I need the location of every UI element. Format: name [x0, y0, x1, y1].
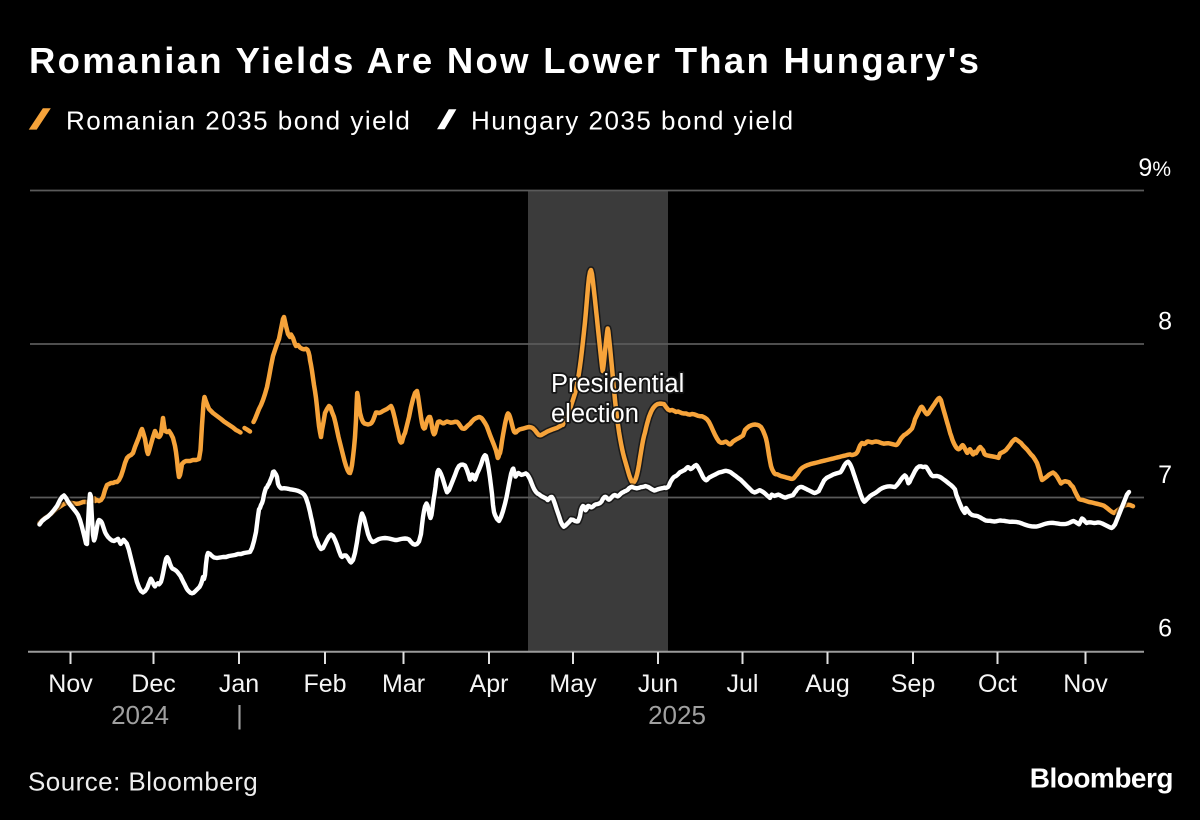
svg-text:8: 8: [1158, 308, 1172, 336]
svg-text:Feb: Feb: [303, 670, 346, 698]
svg-text:Jan: Jan: [219, 670, 259, 698]
svg-text:Source: Bloomberg: Source: Bloomberg: [28, 767, 258, 797]
svg-text:Jul: Jul: [727, 670, 759, 698]
svg-text:7: 7: [1158, 461, 1172, 489]
svg-text:Apr: Apr: [470, 670, 509, 698]
svg-text:Hungary 2035 bond yield: Hungary 2035 bond yield: [471, 106, 795, 136]
svg-text:6: 6: [1158, 615, 1172, 643]
svg-text:Presidential: Presidential: [551, 370, 684, 398]
svg-text:Bloomberg: Bloomberg: [1030, 763, 1173, 794]
svg-text:Dec: Dec: [131, 670, 175, 698]
svg-text:Romanian Yields Are Now Lower: Romanian Yields Are Now Lower Than Hunga…: [29, 40, 981, 81]
svg-text:Romanian 2035 bond yield: Romanian 2035 bond yield: [66, 106, 411, 136]
svg-text:Nov: Nov: [1063, 670, 1108, 698]
svg-text:Nov: Nov: [48, 670, 93, 698]
svg-text:Aug: Aug: [805, 670, 849, 698]
svg-text:Mar: Mar: [382, 670, 425, 698]
svg-text:election: election: [551, 400, 639, 428]
svg-text:Sep: Sep: [891, 670, 935, 698]
svg-text:9%: 9%: [1138, 154, 1171, 182]
svg-text:|: |: [236, 700, 243, 730]
svg-text:May: May: [549, 670, 597, 698]
svg-text:2025: 2025: [648, 700, 706, 730]
svg-text:Jun: Jun: [638, 670, 678, 698]
svg-text:Oct: Oct: [978, 670, 1017, 698]
svg-text:2024: 2024: [111, 700, 169, 730]
